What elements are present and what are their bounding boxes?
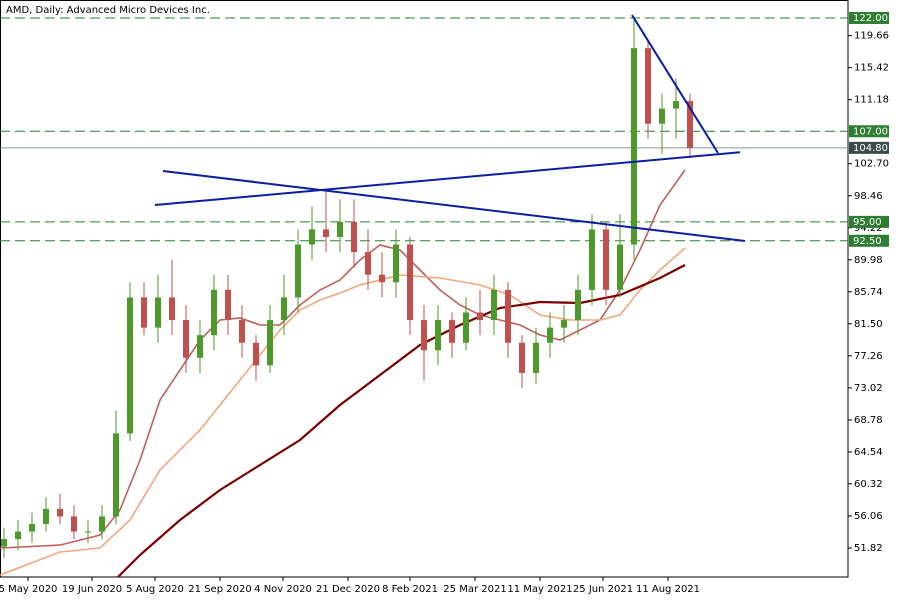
candle-body — [141, 297, 147, 328]
x-tick-label: 8 Feb 2021 — [382, 584, 438, 595]
candle-body — [309, 229, 315, 245]
candle-body — [1, 539, 7, 547]
y-tick-label: 111.18 — [854, 95, 889, 106]
y-tick-label: 64.54 — [854, 447, 883, 458]
trend-line — [154, 151, 741, 206]
candle-body — [225, 289, 231, 321]
candle-body — [519, 342, 525, 373]
candle-body — [99, 516, 105, 532]
y-tick-label: 119.66 — [854, 31, 889, 42]
trend-line — [631, 14, 719, 154]
candle-body — [29, 523, 35, 532]
candle-body — [505, 289, 511, 343]
x-tick-label: 5 Aug 2020 — [126, 584, 184, 595]
candle-body — [673, 101, 679, 109]
candle-body — [477, 312, 483, 321]
plot-frame — [0, 0, 849, 578]
x-tick-label: 25 Jun 2021 — [573, 584, 633, 595]
level-label: 122.00 — [853, 13, 888, 24]
candle-body — [561, 320, 567, 328]
candle-body — [85, 531, 91, 533]
candle-body — [281, 297, 287, 321]
candle-body — [239, 320, 245, 343]
candle-body — [351, 221, 357, 253]
y-tick-label: 89.98 — [854, 255, 883, 266]
y-tick-label: 60.32 — [854, 479, 883, 490]
trend-line — [162, 170, 746, 242]
candle-body — [617, 244, 623, 290]
candle-body — [547, 327, 553, 343]
candle-body — [197, 335, 203, 358]
candle-body — [463, 312, 469, 343]
candle-body — [155, 297, 161, 328]
candle-body — [659, 108, 665, 124]
candle-body — [687, 101, 693, 148]
candle-body — [407, 244, 413, 321]
candle-body — [211, 289, 217, 336]
candle-body — [43, 508, 49, 524]
candle-body — [337, 221, 343, 237]
level-label: 92.50 — [853, 236, 882, 247]
x-tick-label: 11 May 2021 — [507, 584, 572, 595]
candle-body — [113, 433, 119, 517]
level-label: 95.00 — [853, 217, 882, 228]
x-tick-label: 21 Dec 2020 — [316, 584, 380, 595]
candle-body — [183, 320, 189, 358]
candle-body — [295, 244, 301, 298]
candle-body — [71, 516, 77, 532]
y-tick-label: 81.50 — [854, 319, 883, 330]
level-label-box — [849, 125, 889, 138]
y-tick-label: 73.02 — [854, 383, 883, 394]
candle-body — [533, 342, 539, 373]
level-label-box — [849, 234, 889, 247]
candle-body — [253, 342, 259, 366]
candle-body — [169, 297, 175, 321]
x-tick-label: 4 Nov 2020 — [254, 584, 312, 595]
candle-body — [393, 244, 399, 283]
candle-body — [421, 320, 427, 351]
candle-body — [323, 229, 329, 237]
axes: 51.82 56.06 60.32 64.54 68.78 73.02 77.26 81.50… — [0, 11, 889, 595]
candle-body — [267, 320, 273, 366]
x-tick-label: 19 Jun 2020 — [62, 584, 122, 595]
chart-title: AMD, Daily: Advanced Micro Devices Inc. — [6, 5, 210, 16]
x-tick-label: 21 Sep 2020 — [188, 584, 251, 595]
candle-body — [379, 274, 385, 283]
candle-body — [491, 289, 497, 321]
level-label: 107.00 — [853, 126, 888, 137]
current-price-label: 104.80 — [853, 143, 888, 154]
y-tick-label: 85.74 — [854, 287, 883, 298]
x-tick-label: 25 Mar 2021 — [443, 584, 506, 595]
level-label-box — [849, 11, 889, 24]
plot-area — [0, 14, 848, 577]
y-tick-label: 68.78 — [854, 415, 883, 426]
moving-average-line — [117, 264, 686, 577]
y-tick-label: 77.26 — [854, 351, 883, 362]
y-tick-label: 51.82 — [854, 543, 883, 554]
candle-body — [631, 48, 637, 245]
current-price-box — [849, 141, 889, 154]
y-tick-label: 56.06 — [854, 511, 883, 522]
candle-body — [57, 508, 63, 517]
moving-average-line — [0, 247, 686, 576]
candle-body — [603, 229, 609, 290]
x-tick-label: 5 May 2020 — [0, 584, 57, 595]
y-tick-label: 102.70 — [854, 159, 889, 170]
candle-body — [15, 531, 21, 540]
y-tick-label: 94.22 — [854, 223, 883, 234]
x-tick-label: 11 Aug 2021 — [636, 584, 700, 595]
candle-body — [449, 320, 455, 343]
y-tick-label: 98.46 — [854, 191, 883, 202]
candle-body — [589, 229, 595, 290]
y-tick-label: 115.42 — [854, 63, 889, 74]
level-label-box — [849, 215, 889, 228]
candle-body — [645, 48, 651, 124]
candle-body — [127, 297, 133, 434]
candle-body — [575, 289, 581, 321]
candle-body — [435, 320, 441, 351]
candle-body — [365, 252, 371, 275]
